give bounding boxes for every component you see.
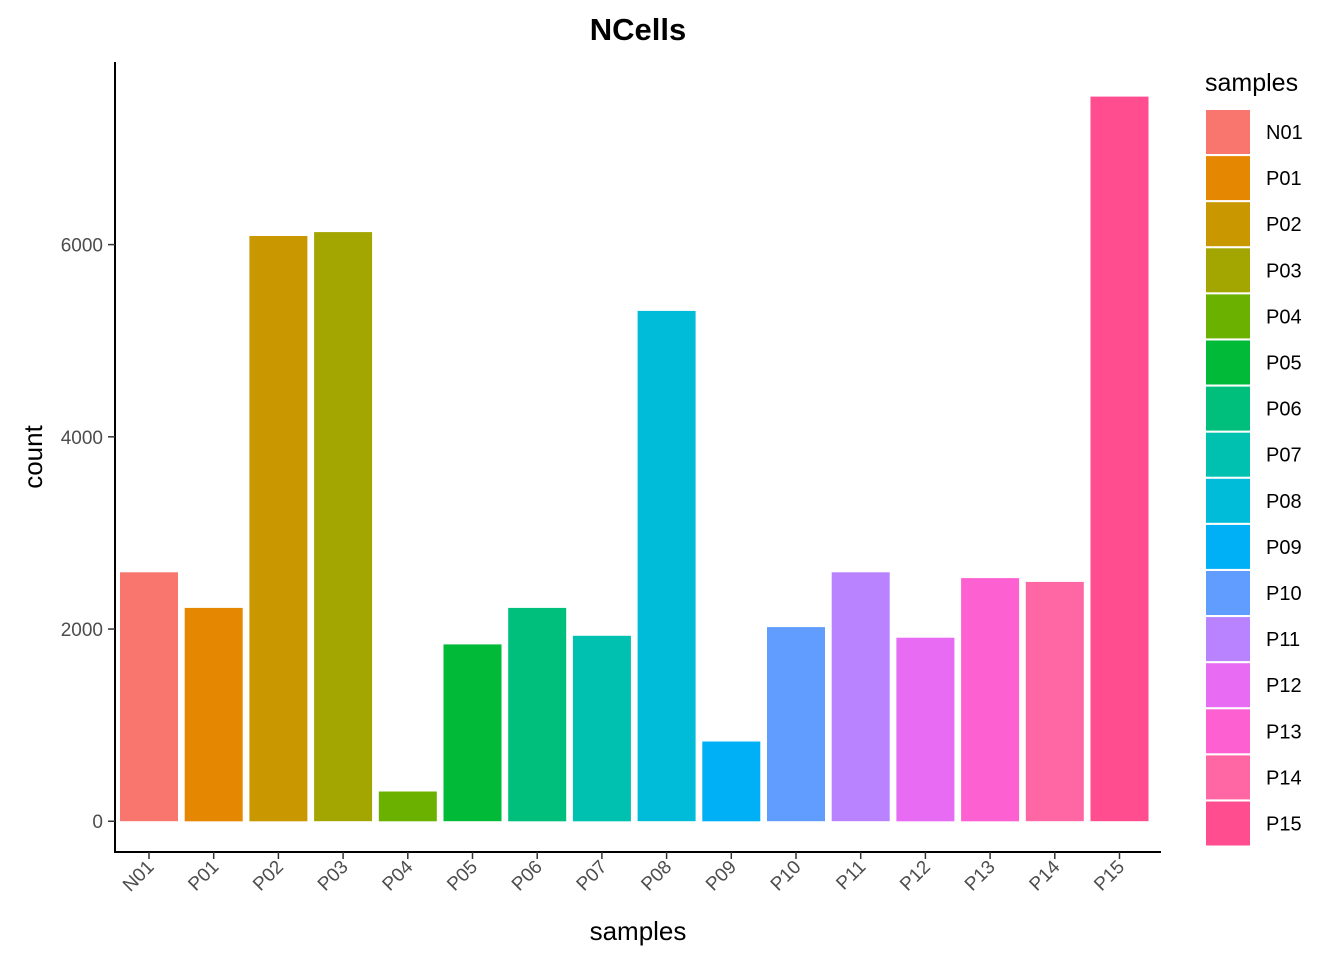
x-tick-label: P13 bbox=[961, 857, 1000, 896]
y-axis-ticks: 0 2000 4000 6000 bbox=[61, 236, 115, 833]
legend-title: samples bbox=[1205, 69, 1298, 97]
legend-key-p04 bbox=[1206, 294, 1250, 339]
legend-key-p15 bbox=[1206, 801, 1250, 846]
legend-key-p02 bbox=[1206, 202, 1250, 247]
y-tick-label: 0 bbox=[92, 812, 103, 833]
bar-p08 bbox=[637, 310, 696, 822]
x-tick-label: P14 bbox=[1026, 856, 1065, 895]
legend-label: P03 bbox=[1266, 260, 1302, 282]
x-tick-label: N01 bbox=[119, 857, 158, 896]
bar-p12 bbox=[896, 637, 955, 822]
legend-label: P02 bbox=[1266, 214, 1302, 236]
bar-p10 bbox=[767, 627, 825, 822]
legend-label: P14 bbox=[1266, 767, 1302, 789]
legend-label: P06 bbox=[1266, 399, 1302, 421]
bar-p06 bbox=[508, 607, 567, 822]
x-axis-ticks: N01 P01 P02 P03 P04 P05 P06 P07 P08 P09 P10 P11 P12 P… bbox=[119, 852, 1129, 896]
legend-label: P11 bbox=[1266, 629, 1300, 651]
x-tick-label: P04 bbox=[379, 856, 418, 895]
bar-p14 bbox=[1025, 581, 1084, 822]
bar-p13 bbox=[961, 578, 1020, 822]
x-tick-label: P11 bbox=[832, 857, 870, 895]
legend-label: P09 bbox=[1266, 537, 1302, 559]
x-tick-label: P08 bbox=[637, 857, 676, 896]
y-axis-title: count bbox=[18, 424, 48, 488]
bar-p05 bbox=[443, 644, 502, 822]
legend-label: P08 bbox=[1266, 491, 1302, 513]
x-tick-label: P09 bbox=[702, 857, 741, 896]
legend-key-p01 bbox=[1206, 156, 1250, 201]
legend-label: P13 bbox=[1266, 721, 1302, 743]
legend-key-p11 bbox=[1206, 617, 1250, 662]
x-axis-title: samples bbox=[590, 916, 687, 946]
legend-key-p09 bbox=[1206, 524, 1250, 569]
bar-p04 bbox=[378, 791, 437, 822]
x-tick-label: P07 bbox=[573, 857, 612, 896]
legend-key-p13 bbox=[1206, 709, 1250, 754]
chart-title: NCells bbox=[590, 12, 686, 47]
bar-p03 bbox=[314, 232, 373, 822]
legend: samples N01 P01 P02 P03 P04 P05 P06 P07 P08 P09 P1… bbox=[1205, 69, 1303, 846]
y-tick-label: 6000 bbox=[61, 236, 103, 257]
bars bbox=[120, 96, 1149, 822]
x-tick-label: P12 bbox=[896, 857, 935, 896]
x-tick-label: P15 bbox=[1090, 857, 1129, 896]
bar-p11 bbox=[831, 572, 890, 822]
legend-key-p10 bbox=[1206, 571, 1250, 615]
bar-p07 bbox=[572, 635, 631, 822]
legend-label: P10 bbox=[1266, 583, 1302, 605]
x-tick-label: P10 bbox=[767, 857, 806, 896]
bar-p02 bbox=[249, 236, 308, 822]
legend-label: P15 bbox=[1266, 814, 1302, 836]
legend-key-p06 bbox=[1206, 386, 1250, 431]
y-tick-label: 2000 bbox=[61, 620, 103, 641]
legend-key-p12 bbox=[1206, 663, 1250, 708]
x-tick-label: P03 bbox=[314, 857, 353, 896]
bar-p01 bbox=[184, 607, 243, 822]
legend-key-p05 bbox=[1206, 340, 1250, 385]
legend-key-p14 bbox=[1206, 755, 1250, 800]
legend-label: P01 bbox=[1266, 168, 1302, 190]
legend-label: P05 bbox=[1266, 353, 1302, 375]
x-tick-label: P01 bbox=[184, 857, 223, 896]
legend-key-p03 bbox=[1206, 248, 1250, 293]
bar-p09 bbox=[702, 741, 761, 822]
x-tick-label: P06 bbox=[508, 857, 547, 896]
legend-key-n01 bbox=[1206, 110, 1250, 154]
legend-label: P12 bbox=[1266, 675, 1302, 697]
y-tick-label: 4000 bbox=[61, 428, 103, 449]
bar-p15 bbox=[1090, 96, 1149, 822]
legend-label: P04 bbox=[1266, 306, 1302, 328]
legend-key-p07 bbox=[1206, 432, 1250, 477]
x-tick-label: P02 bbox=[249, 857, 288, 896]
x-tick-label: P05 bbox=[443, 857, 482, 896]
legend-key-p08 bbox=[1206, 478, 1250, 523]
bar-n01 bbox=[120, 572, 178, 822]
legend-items: N01 P01 P02 P03 P04 P05 P06 P07 P08 P09 P10 P11 P12 P… bbox=[1206, 110, 1303, 846]
legend-label: P07 bbox=[1266, 445, 1302, 467]
legend-label: N01 bbox=[1266, 122, 1303, 144]
